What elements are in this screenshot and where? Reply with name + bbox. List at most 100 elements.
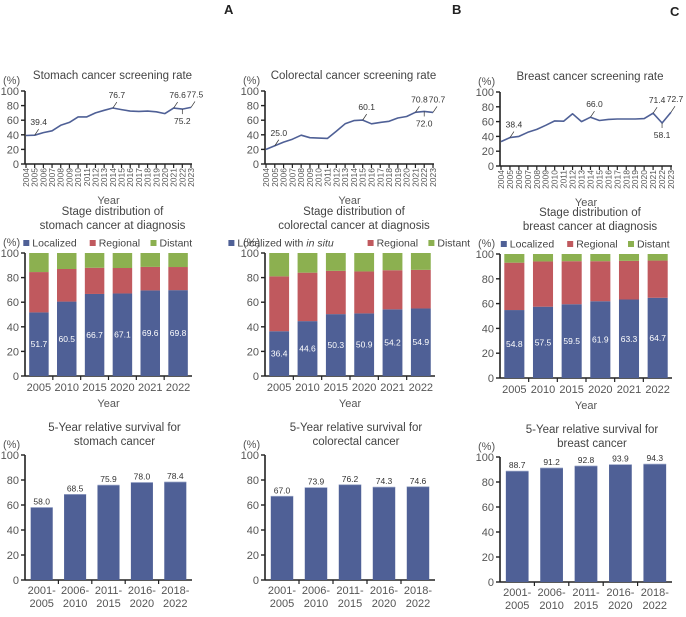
xtick-label-line2: 2015 bbox=[574, 600, 598, 612]
colorectal-screening-ytick-label: 60 bbox=[247, 115, 259, 127]
bar bbox=[305, 488, 327, 580]
annotation-label: 76.7 bbox=[109, 90, 126, 100]
chart-title-line2: breast cancer at diagnosis bbox=[523, 221, 657, 233]
xtick-label-line2: 2010 bbox=[539, 600, 563, 612]
breast-survival-ytick-label: 40 bbox=[482, 527, 494, 539]
legend-swatch-localized-with-in-situ bbox=[228, 240, 234, 246]
bar-segment-regional bbox=[85, 268, 104, 294]
bar-data-label: 69.8 bbox=[170, 328, 187, 338]
breast-stage-ytick-label: 80 bbox=[482, 274, 494, 286]
xtick-label-line2: 2022 bbox=[406, 598, 430, 610]
bar-data-label: 50.3 bbox=[328, 340, 345, 350]
bar bbox=[339, 485, 361, 580]
xtick-label: 2020 bbox=[110, 382, 134, 394]
annotation-label: 60.1 bbox=[358, 102, 375, 112]
xtick-label-line1: 2011- bbox=[336, 585, 364, 597]
chart-title-line1: Stage distribution of bbox=[303, 206, 405, 218]
legend-label: Regional bbox=[99, 238, 140, 250]
bar-segment-distant bbox=[141, 253, 160, 267]
xtick-label: 2010 bbox=[295, 382, 319, 394]
breast-screening-ytick-label: 100 bbox=[476, 87, 494, 99]
xtick-label-line1: 2018- bbox=[161, 585, 189, 597]
chart-title-line2: stomach cancer at diagnosis bbox=[40, 220, 186, 232]
bar-data-label: 67.1 bbox=[114, 330, 131, 340]
legend-swatch-localized bbox=[23, 240, 29, 246]
bar-data-label: 94.3 bbox=[647, 453, 664, 463]
bar bbox=[609, 465, 632, 582]
xtick-label-line1: 2018- bbox=[404, 585, 432, 597]
annotation-label: 66.0 bbox=[586, 99, 603, 109]
bar bbox=[575, 466, 598, 582]
bar-data-label: 78.4 bbox=[167, 471, 184, 481]
xtick-label: 2020 bbox=[352, 382, 376, 394]
stomach-survival-ytick-label: 40 bbox=[7, 525, 19, 537]
breast-survival-ylabel: (%) bbox=[478, 441, 495, 453]
stomach-stage-ytick-label: 100 bbox=[1, 248, 19, 260]
legend-swatch-regional bbox=[90, 240, 96, 246]
chart-title-line1: Stage distribution of bbox=[539, 207, 641, 219]
xtick-label-line2: 2020 bbox=[608, 600, 632, 612]
chart-title-line1: 5-Year relative survival for bbox=[48, 422, 181, 434]
bar-segment-regional bbox=[648, 261, 668, 298]
bar-segment-distant bbox=[298, 253, 318, 273]
legend-label: Distant bbox=[637, 239, 670, 251]
annotation-label: 71.4 bbox=[649, 95, 666, 105]
chart-title: Breast cancer screening rate bbox=[516, 71, 663, 83]
stomach-survival-ytick-label: 60 bbox=[7, 500, 19, 512]
xtick-label: 2023 bbox=[428, 168, 438, 187]
legend-swatch-regional bbox=[368, 240, 374, 246]
colorectal-survival-ytick-label: 20 bbox=[247, 550, 259, 562]
bar-data-label: 78.0 bbox=[134, 472, 151, 482]
xtick-label: 2020 bbox=[588, 384, 612, 396]
bar-data-label: 73.9 bbox=[308, 477, 325, 487]
colorectal-screening-ytick-label: 80 bbox=[247, 101, 259, 113]
bar-data-label: 36.4 bbox=[271, 349, 288, 359]
bar-data-label: 92.8 bbox=[578, 455, 595, 465]
stomach-survival-ytick-label: 0 bbox=[13, 575, 19, 587]
bar bbox=[97, 485, 119, 580]
annotation-leader bbox=[174, 102, 178, 108]
xtick-label: 2022 bbox=[166, 382, 190, 394]
bar-data-label: 61.9 bbox=[592, 335, 609, 345]
panel-letter-b: B bbox=[452, 2, 461, 17]
legend-label: Regional bbox=[576, 239, 617, 251]
bar bbox=[31, 508, 53, 581]
colorectal-screening-ytick-label: 40 bbox=[247, 130, 259, 142]
colorectal-stage-ytick-label: 60 bbox=[247, 297, 259, 309]
xtick-label-line1: 2001- bbox=[28, 585, 56, 597]
colorectal-survival-ytick-label: 40 bbox=[247, 525, 259, 537]
bar-segment-distant bbox=[57, 253, 76, 269]
bar-data-label: 74.3 bbox=[376, 476, 393, 486]
annotation-label: 76.6 bbox=[169, 90, 186, 100]
bar-data-label: 69.6 bbox=[142, 328, 159, 338]
xtick-label-line2: 2022 bbox=[163, 598, 187, 610]
annotation-label: 39.4 bbox=[30, 117, 47, 127]
bar bbox=[643, 464, 666, 582]
legend-swatch-regional bbox=[567, 241, 573, 247]
chart-title-line1: Stage distribution of bbox=[62, 206, 164, 218]
bar-data-label: 59.5 bbox=[563, 336, 580, 346]
colorectal-screening-ytick-label: 20 bbox=[247, 144, 259, 156]
stomach-survival-ylabel: (%) bbox=[3, 439, 20, 451]
breast-screening-ytick-label: 20 bbox=[482, 146, 494, 158]
bar-segment-regional bbox=[298, 273, 318, 321]
bar-segment-distant bbox=[562, 254, 582, 261]
stomach-stage-ytick-label: 80 bbox=[7, 273, 19, 285]
xtick-label: 2015 bbox=[559, 384, 583, 396]
colorectal-stage-ytick-label: 40 bbox=[247, 322, 259, 334]
bar-segment-distant bbox=[619, 254, 639, 261]
colorectal-survival-ytick-label: 60 bbox=[247, 500, 259, 512]
xtick-label-line2: 2015 bbox=[96, 598, 120, 610]
bar-segment-regional bbox=[504, 263, 524, 310]
legend-label: Localized bbox=[32, 238, 77, 250]
xtick-label-line1: 2018- bbox=[641, 587, 669, 599]
breast-survival-ytick-label: 20 bbox=[482, 552, 494, 564]
bar-segment-distant bbox=[504, 254, 524, 263]
xtick-label-line1: 2006- bbox=[61, 585, 89, 597]
legend-label: Regional bbox=[377, 238, 418, 250]
xtick-label-line2: 2010 bbox=[304, 598, 328, 610]
legend-label: Localized with in situ bbox=[237, 238, 333, 250]
legend-swatch-distant bbox=[428, 240, 434, 246]
